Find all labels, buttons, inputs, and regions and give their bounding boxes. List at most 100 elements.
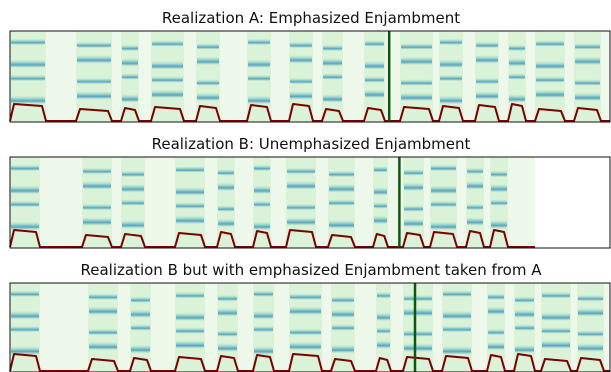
panel-b-title: Realization B: Unemphasized Enjambment	[152, 135, 471, 153]
formant-band	[254, 164, 270, 171]
panel-c-title: Realization B but with emphasized Enjamb…	[81, 261, 543, 279]
formant-band	[575, 43, 600, 50]
formant-band	[11, 346, 39, 355]
formant-band	[536, 61, 564, 70]
formant-band	[323, 73, 342, 80]
formant-band	[332, 345, 354, 354]
formant-band	[377, 312, 390, 321]
formant-band	[290, 342, 321, 351]
axes-frame	[9, 282, 611, 372]
axes-frame	[9, 156, 611, 249]
formant-band	[491, 220, 507, 229]
formant-band	[578, 308, 603, 317]
formant-band	[248, 59, 270, 68]
formant-band	[290, 55, 312, 64]
formant-band	[11, 59, 45, 68]
formant-band	[440, 95, 462, 104]
formant-band	[131, 296, 150, 303]
formant-band	[122, 58, 138, 67]
formant-band	[491, 170, 507, 177]
formant-band	[122, 94, 138, 103]
panel-b-content	[9, 156, 611, 249]
formant-band	[11, 311, 39, 320]
formant-band	[11, 185, 39, 194]
formant-band	[254, 221, 270, 230]
formant-band	[515, 309, 534, 318]
formant-band	[401, 92, 432, 101]
formant-band	[77, 78, 111, 84]
formant-band	[287, 181, 315, 190]
formant-band	[254, 346, 273, 355]
formant-band	[287, 167, 315, 174]
formant-band	[131, 324, 150, 331]
formant-band	[176, 166, 204, 173]
formant-band	[377, 340, 390, 349]
panel-c-content	[9, 282, 611, 372]
formant-band	[404, 205, 423, 212]
formant-band	[488, 329, 504, 335]
formant-band	[329, 184, 354, 193]
formant-band	[488, 306, 504, 315]
formant-band	[218, 182, 234, 191]
formant-band	[122, 170, 144, 177]
formant-band	[176, 292, 204, 299]
formant-band	[404, 330, 432, 337]
formant-band	[329, 199, 354, 206]
formant-band	[542, 327, 570, 334]
formant-band	[89, 329, 117, 335]
formant-band	[467, 167, 483, 174]
formant-band	[254, 185, 270, 194]
formant-band	[248, 75, 270, 81]
formant-band	[218, 169, 234, 176]
pitch-contour	[9, 103, 610, 122]
formant-band	[404, 169, 423, 176]
formant-band	[443, 311, 471, 320]
formant-band	[542, 340, 570, 349]
formant-band	[152, 61, 183, 70]
formant-band	[176, 340, 204, 349]
formant-band	[401, 43, 432, 50]
formant-band	[509, 73, 525, 80]
formant-band	[440, 59, 462, 68]
formant-band	[83, 204, 111, 210]
axes-frame	[9, 30, 611, 123]
formant-band	[290, 78, 312, 84]
formant-band	[89, 342, 117, 351]
formant-band	[515, 296, 534, 303]
formant-band	[176, 187, 204, 196]
formant-band	[197, 56, 219, 65]
pitch-contour	[9, 353, 610, 372]
formant-band	[254, 326, 273, 332]
formant-band	[152, 76, 183, 83]
formant-band	[431, 221, 456, 230]
formant-band	[491, 184, 507, 193]
formant-band	[197, 79, 219, 86]
formant-band	[83, 167, 111, 174]
formant-band	[329, 170, 354, 177]
formant-band	[89, 306, 117, 315]
formant-band	[488, 293, 504, 300]
formant-band	[374, 187, 387, 196]
formant-band	[323, 44, 342, 51]
formant-band	[467, 217, 483, 226]
formant-band	[254, 201, 270, 207]
formant-band	[467, 181, 483, 190]
formant-band	[11, 75, 45, 81]
formant-band	[77, 91, 111, 100]
formant-band	[176, 215, 204, 224]
spectrogram-panel-c: Realization B but with emphasized Enjamb…	[9, 261, 611, 372]
formant-band	[290, 329, 321, 335]
formant-band	[290, 41, 312, 48]
formant-band	[431, 201, 456, 207]
formant-band	[176, 202, 204, 209]
formant-band	[440, 38, 462, 45]
formant-band	[218, 308, 237, 317]
formant-band	[476, 55, 498, 64]
panel-a-title: Realization A: Emphasized Enjambment	[162, 9, 460, 27]
formant-band	[404, 218, 423, 227]
formant-band	[122, 220, 144, 229]
formant-band	[515, 345, 534, 354]
formant-band	[476, 78, 498, 84]
formant-band	[122, 199, 144, 206]
